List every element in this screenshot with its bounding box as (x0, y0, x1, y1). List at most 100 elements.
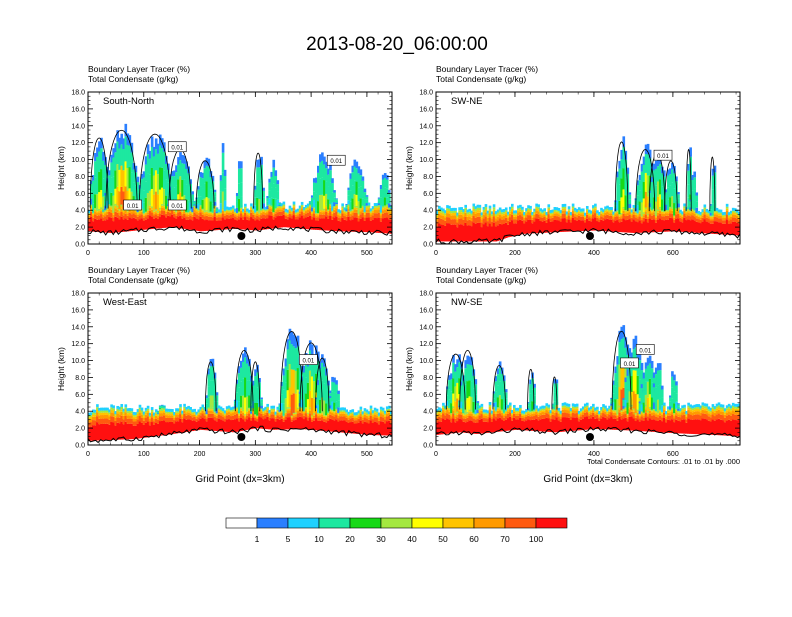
tracer-cell (576, 404, 579, 407)
ytick-label: 18.0 (71, 291, 85, 298)
tracer-cell (272, 409, 275, 410)
tracer-cell (596, 407, 599, 410)
tracer-cell (301, 202, 304, 205)
panel-subtitle-tracer: Boundary Layer Tracer (%) (436, 64, 538, 74)
tracer-cell (335, 206, 338, 208)
tracer-cell (272, 410, 275, 412)
plume-cell (222, 153, 225, 172)
plume-cell (362, 176, 365, 180)
plume-cell (337, 401, 340, 408)
tracer-cell (351, 409, 354, 412)
xtick-label: 200 (194, 250, 206, 257)
plume-cell (191, 191, 194, 194)
plume-cell (224, 188, 227, 200)
tracer-cell (388, 409, 391, 411)
tracer-cell (586, 406, 589, 408)
tracer-cell (147, 411, 150, 413)
tracer-cell (543, 208, 546, 211)
plume-cell (695, 192, 698, 195)
tracer-cell (604, 406, 607, 409)
contour-label: 0.01 (127, 204, 139, 210)
tracer-cell (582, 211, 585, 212)
tracer-cell (360, 410, 363, 412)
plume-cell (311, 344, 314, 355)
tracer-cell (193, 409, 196, 412)
tracer-cell (147, 406, 150, 409)
plume-cell (279, 202, 282, 203)
tracer-cell (141, 408, 144, 411)
tracer-cell (513, 405, 516, 408)
plume-cell (276, 180, 279, 184)
plume-cell (240, 168, 243, 182)
contour-label: 0.01 (171, 204, 183, 210)
ytick-label: 10.0 (419, 157, 433, 164)
tracer-field (88, 124, 393, 235)
ytick-label: 2.0 (423, 225, 433, 232)
tracer-cell (335, 204, 338, 206)
plume-cell (366, 195, 369, 197)
plume-cell (214, 190, 217, 192)
plume-cell (337, 394, 340, 401)
xtick-label: 100 (138, 250, 150, 257)
tracer-cell (481, 404, 484, 407)
ytick-label: 10.0 (71, 358, 85, 365)
contour-label: 0.01 (302, 359, 314, 365)
ytick-label: 16.0 (419, 106, 433, 113)
tracer-cell (454, 208, 457, 211)
xtick-label: 600 (667, 250, 679, 257)
plume-cell (335, 380, 338, 384)
plume-cell (477, 401, 480, 403)
plume-cell (335, 198, 338, 199)
tracer-cell (505, 207, 508, 210)
plume-cell (163, 406, 166, 407)
ytick-label: 18.0 (419, 90, 433, 97)
panels-group: 0.01 0.01 0.01 0.0 10.0 2.0 4.0 6.0 8.0 10.0 12.0 1… (56, 64, 741, 485)
tracer-cell (576, 408, 579, 410)
panel-name: South-North (103, 96, 154, 107)
panel-sw-ne: 0.010.02.04.06.08.010.012.014.016.018.00… (404, 64, 741, 257)
tracer-cell (586, 206, 589, 209)
xtick-label: 200 (509, 250, 521, 257)
tracer-cell (139, 405, 142, 408)
ytick-label: 8.0 (75, 375, 85, 382)
tracer-cell (509, 407, 512, 409)
ytick-label: 6.0 (423, 191, 433, 198)
ytick-label: 8.0 (75, 174, 85, 181)
tracer-cell (301, 205, 304, 207)
tracer-cell (521, 210, 524, 212)
location-dot (586, 232, 594, 240)
tracer-cell (564, 204, 567, 207)
ytick-label: 8.0 (423, 174, 433, 181)
plume-cell (274, 170, 277, 176)
tracer-cell (293, 205, 296, 207)
tracer-cell (283, 202, 286, 205)
tracer-cell (704, 204, 707, 207)
location-dot (237, 433, 245, 441)
tracer-cell (151, 410, 154, 412)
tracer-cell (283, 205, 286, 207)
tracer-cell (244, 204, 247, 207)
tracer-cell (293, 206, 296, 208)
plume-cell (386, 175, 389, 179)
tracer-cell (596, 410, 599, 411)
tracer-cell (683, 203, 686, 206)
ytick-label: 18.0 (71, 90, 85, 97)
tracer-cell (529, 209, 532, 211)
plume-cell (629, 195, 632, 200)
tracer-cell (266, 407, 269, 409)
tracer-cell (489, 209, 492, 211)
tracer-field (88, 329, 393, 443)
tracer-cell (547, 405, 550, 408)
ytick-label: 0.0 (75, 242, 85, 249)
plume-cell (364, 189, 367, 192)
panel-subtitle-condensate: Total Condensate (g/kg) (436, 74, 526, 84)
tracer-cell (272, 406, 275, 409)
ytick-label: 4.0 (423, 208, 433, 215)
ytick-label: 12.0 (419, 140, 433, 147)
tracer-cell (442, 403, 445, 406)
plume-cell (333, 190, 336, 192)
tracer-cell (564, 207, 567, 209)
plume-cell (276, 184, 279, 192)
plume-cell (260, 406, 263, 409)
